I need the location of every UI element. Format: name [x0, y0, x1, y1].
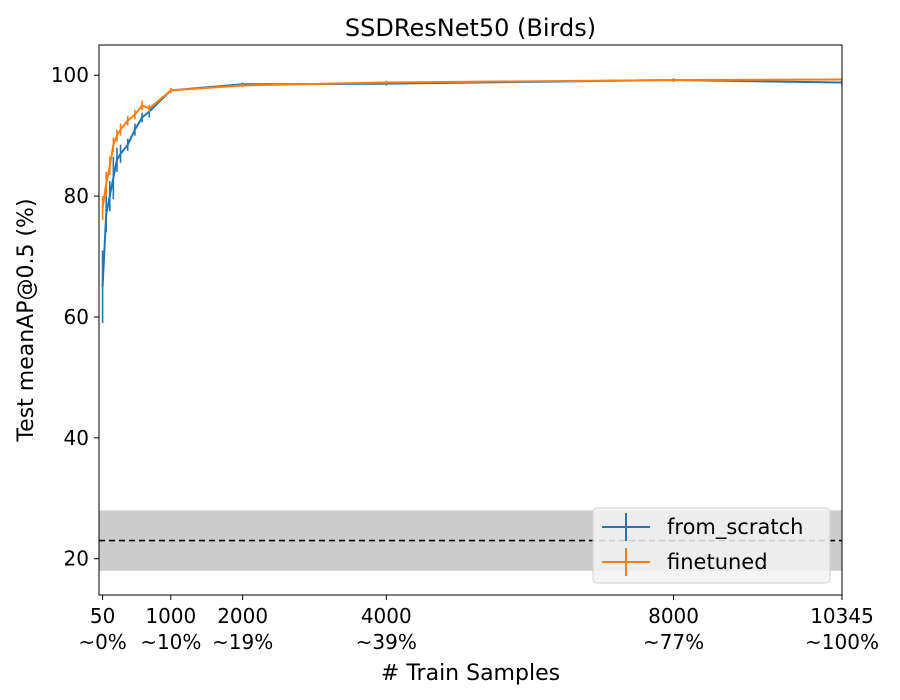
x-tick-sublabel: ~0%: [78, 630, 127, 654]
legend: from_scratch finetuned: [592, 507, 831, 584]
series-line-from-scratch: [101, 79, 842, 287]
x-tick-sublabel: ~100%: [805, 630, 879, 654]
plot-area: [99, 77, 842, 571]
x-tick-label: 8000: [648, 604, 699, 628]
chart-title: SSDResNet50 (Birds): [345, 14, 596, 42]
plot-frame: [98, 44, 843, 596]
x-tick-sublabel: ~39%: [356, 630, 417, 654]
x-tick-label: 4000: [361, 604, 412, 628]
y-axis-label: Test meanAP@0.5 (%): [14, 198, 39, 442]
y-tick-label: 60: [64, 305, 89, 329]
x-axis: 50~0% 1000~10% 2000~19% 4000~39% 8000~77% 103…: [78, 595, 879, 654]
x-tick-label: 1000: [145, 604, 196, 628]
x-tick-sublabel: ~10%: [140, 630, 201, 654]
y-tick-label: 80: [64, 184, 89, 208]
y-axis: 20 40 60 80 100: [51, 63, 99, 571]
x-axis-label: # Train Samples: [381, 661, 560, 686]
series-line-finetuned: [101, 78, 842, 209]
x-tick-label: 2000: [217, 604, 268, 628]
y-tick-label: 40: [64, 426, 89, 450]
legend-box: [592, 507, 831, 584]
y-tick-label: 20: [64, 547, 89, 571]
x-tick-sublabel: ~77%: [643, 630, 704, 654]
x-tick-label: 50: [90, 604, 115, 628]
legend-label-from-scratch: from_scratch: [667, 515, 803, 540]
plot-inner: [99, 77, 842, 571]
x-tick-label: 10345: [810, 604, 874, 628]
legend-label-finetuned: finetuned: [667, 550, 768, 574]
x-tick-sublabel: ~19%: [212, 630, 273, 654]
y-tick-label: 100: [51, 63, 89, 87]
